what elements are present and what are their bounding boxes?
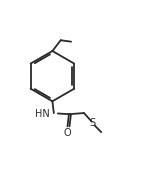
Text: S: S (90, 118, 96, 128)
Text: HN: HN (36, 110, 50, 119)
Text: O: O (64, 128, 72, 138)
